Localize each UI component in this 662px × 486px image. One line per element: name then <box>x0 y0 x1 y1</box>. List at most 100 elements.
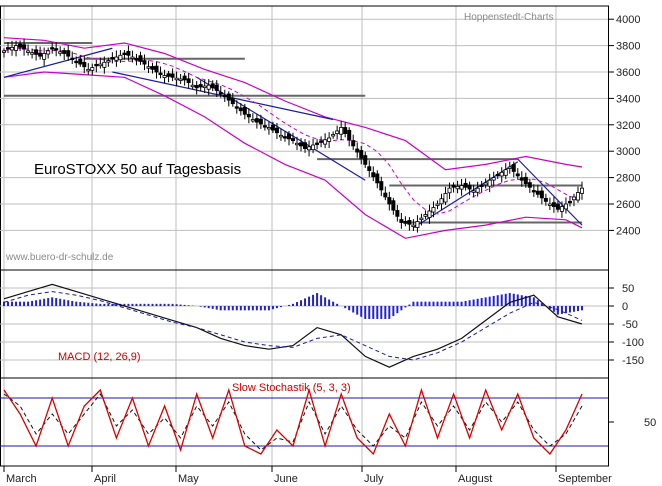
candle-body <box>415 221 420 228</box>
candle-body <box>543 197 548 202</box>
candle-body <box>194 85 199 89</box>
candle-body <box>551 202 556 208</box>
candle-body <box>307 146 312 151</box>
candle-body <box>379 181 384 191</box>
bollinger-upper <box>3 37 583 171</box>
price-tick-label: 2400 <box>616 225 640 237</box>
candle-body <box>58 51 63 54</box>
candle-body <box>383 192 388 198</box>
url-watermark: www.buero-dr-schulz.de <box>5 252 114 263</box>
candle-body <box>331 134 336 137</box>
candle-body <box>339 127 344 135</box>
candle-body <box>323 139 328 145</box>
candle-body <box>190 84 195 88</box>
x-tick-label: August <box>458 473 492 485</box>
macd-tick-label: -150 <box>622 355 644 367</box>
candle-body <box>222 94 227 98</box>
price-tick-label: 3600 <box>616 67 640 79</box>
candle-body <box>475 187 480 193</box>
candle-body <box>278 134 283 138</box>
candle-body <box>18 43 23 48</box>
candle-body <box>395 210 400 217</box>
candle-body <box>459 185 464 190</box>
candle-body <box>94 63 99 67</box>
candle-body <box>363 155 368 165</box>
candle-body <box>491 177 496 181</box>
candle-body <box>226 93 231 101</box>
candle-body <box>391 200 396 211</box>
candle-body <box>503 169 508 176</box>
price-tick-label: 3200 <box>616 120 640 132</box>
candle-body <box>387 197 392 205</box>
candle-body <box>6 47 11 50</box>
trendline <box>3 47 113 78</box>
stoch-d-line <box>3 393 583 451</box>
candle-body <box>527 182 532 188</box>
candle-body <box>234 106 239 109</box>
macd-line <box>3 283 583 368</box>
price-tick-label: 3800 <box>616 41 640 53</box>
candle-body <box>238 107 243 112</box>
candle-body <box>210 83 215 89</box>
candle-body <box>54 48 59 51</box>
candle-body <box>170 73 175 78</box>
price-tick-label: 3400 <box>616 93 640 105</box>
candle-body <box>290 138 295 142</box>
candle-body <box>555 203 560 210</box>
candle-body <box>98 63 103 67</box>
candle-body <box>10 46 15 51</box>
candle-body <box>507 166 512 169</box>
candle-body <box>423 214 428 217</box>
candle-body <box>214 84 219 91</box>
candle-body <box>427 210 432 218</box>
candle-body <box>435 203 440 206</box>
candle-body <box>186 78 191 83</box>
candle-body <box>74 60 79 64</box>
candle-body <box>371 172 376 178</box>
candle-body <box>327 137 332 142</box>
candle-body <box>154 65 159 73</box>
candle-body <box>471 190 476 193</box>
candle-body <box>467 184 472 190</box>
candle-body <box>563 203 568 210</box>
candle-body <box>150 66 155 70</box>
candle-body <box>266 127 271 130</box>
candle-body <box>134 58 139 61</box>
candle-body <box>110 57 115 60</box>
stoch-k-line <box>3 387 583 456</box>
trendline <box>112 71 334 121</box>
candle-body <box>315 142 320 145</box>
candle-body <box>218 92 223 95</box>
candle-body <box>539 190 544 199</box>
candle-body <box>286 133 291 140</box>
candle-body <box>42 53 47 60</box>
candle-body <box>206 84 211 90</box>
candle-body <box>303 142 308 149</box>
candle-body <box>495 173 500 177</box>
candle-body <box>515 173 520 177</box>
stoch-title: Slow Stochastik (5, 3, 3) <box>232 382 351 394</box>
macd-tick-label: 0 <box>622 301 628 313</box>
candle-body <box>202 85 207 88</box>
candle-body <box>431 207 436 213</box>
candle-body <box>282 136 287 139</box>
candle-body <box>499 171 504 177</box>
candle-body <box>523 176 528 185</box>
candle-body <box>547 203 552 206</box>
x-tick-label: September <box>558 473 612 485</box>
candle-body <box>367 166 372 171</box>
candle-body <box>198 84 203 88</box>
candle-body <box>242 107 247 115</box>
candle-body <box>359 150 364 159</box>
moving-average <box>3 47 583 215</box>
candle-body <box>483 182 488 186</box>
candle-body <box>182 75 187 81</box>
candle-body <box>102 61 107 68</box>
source-watermark: Hoppenstedt-Charts <box>464 12 554 23</box>
candle-body <box>351 140 356 147</box>
candle-body <box>246 113 251 118</box>
candle-body <box>443 193 448 203</box>
candle-body <box>455 185 460 190</box>
